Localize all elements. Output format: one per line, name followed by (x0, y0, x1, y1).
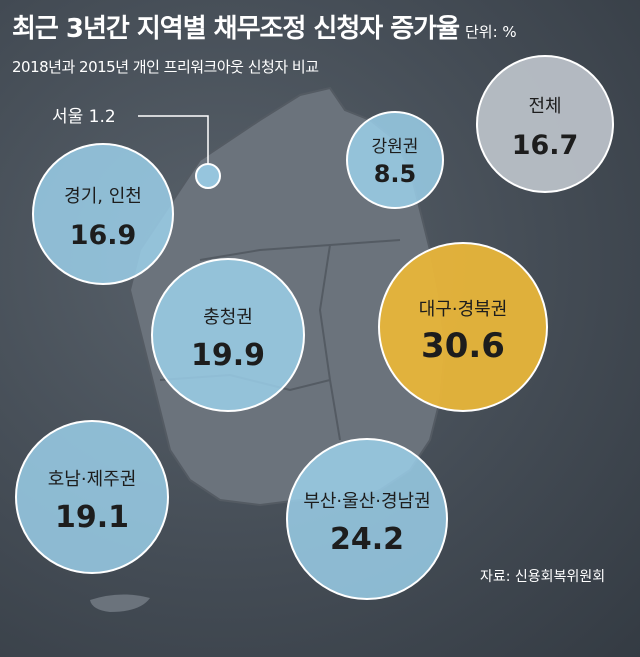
callout-label-서울: 서울 1.2 (52, 107, 116, 127)
bubble-value-호남-제주권: 19.1 (55, 500, 129, 535)
korea-map-border-line-1 (199, 239, 401, 261)
bubble-label-충청권: 충청권 (203, 307, 253, 328)
bubble-부산-울산-경남권 (286, 438, 448, 600)
bubble-value-강원권: 8.5 (374, 160, 417, 188)
chart-title: 최근 3년간 지역별 채무조정 신청자 증가율 (12, 14, 460, 44)
bubble-강원권 (346, 111, 444, 209)
callout-line-서울 (138, 115, 209, 164)
bubble-전체 (476, 55, 614, 193)
bubble-value-전체: 16.7 (512, 130, 579, 161)
jeju-island (90, 594, 150, 612)
bubble-label-경기-인천: 경기, 인천 (64, 186, 142, 207)
bubble-충청권 (151, 258, 305, 412)
chart-subtitle: 2018년과 2015년 개인 프리워크아웃 신청자 비교 (12, 58, 319, 76)
bubble-경기-인천 (32, 143, 174, 285)
bubble-value-경기-인천: 16.9 (70, 220, 137, 251)
bubble-label-전체: 전체 (528, 96, 561, 117)
bubble-label-부산-울산-경남권: 부산·울산·경남권 (303, 491, 430, 512)
bubble-value-충청권: 19.9 (191, 338, 265, 373)
bubble-label-대구-경북권: 대구·경북권 (419, 299, 508, 320)
korea-map-border-line-3 (318, 244, 341, 441)
unit-label: 단위: % (465, 23, 517, 41)
bubble-호남-제주권 (15, 420, 169, 574)
bubble-label-호남-제주권: 호남·제주권 (48, 469, 137, 490)
bubble-label-강원권: 강원권 (372, 137, 419, 157)
bubbles-layer: 서울 1.2 경기, 인천 16.9 강원권 8.5 전체 16.7 충청권 19.9 대구·경북… (15, 55, 614, 600)
bubble-value-부산-울산-경남권: 24.2 (330, 522, 404, 557)
bubble-대구-경북권 (378, 242, 548, 412)
bubble-서울 (195, 163, 221, 189)
title-row: 최근 3년간 지역별 채무조정 신청자 증가율 단위: % (12, 8, 517, 45)
bubble-value-대구-경북권: 30.6 (421, 326, 505, 366)
source-note: 자료: 신용회복위원회 (480, 569, 606, 585)
